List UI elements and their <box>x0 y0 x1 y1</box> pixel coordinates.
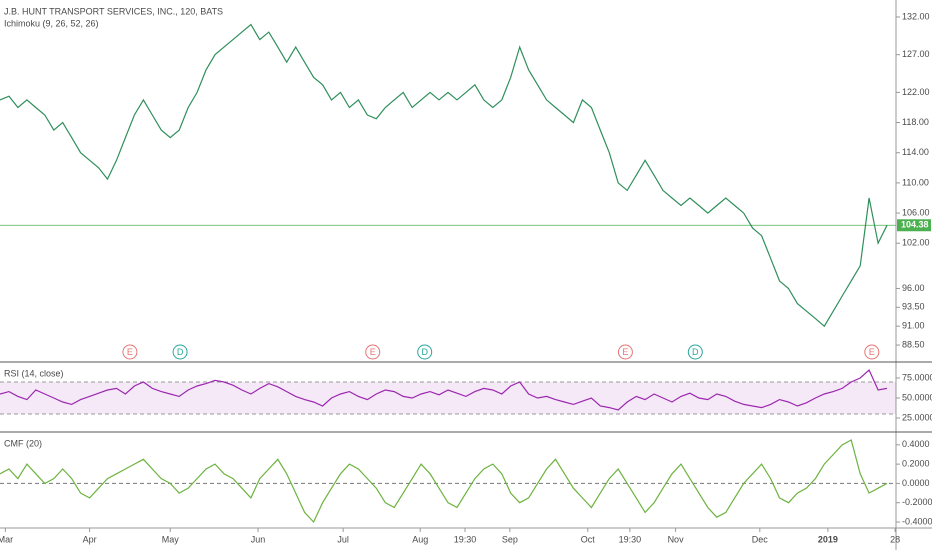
y-tick-label: 102.00 <box>902 238 930 248</box>
rsi-band <box>0 382 896 414</box>
y-tick-label: 0.4000 <box>902 439 930 449</box>
event-badge <box>617 344 633 360</box>
y-tick-label: 0.0000 <box>902 478 930 488</box>
event-badge <box>687 344 703 360</box>
series-line <box>0 439 888 524</box>
y-tick-label: 0.2000 <box>902 459 930 469</box>
event-badge <box>417 344 433 360</box>
x-tick-label: Mar <box>0 534 13 544</box>
x-tick-label: Apr <box>83 534 97 544</box>
last-price-label: 104.38 <box>901 220 929 230</box>
pane-title: CMF (20) <box>4 438 42 448</box>
y-tick-label: 96.00 <box>902 283 925 293</box>
pane-subtitle: Ichimoku (9, 26, 52, 26) <box>4 18 99 28</box>
event-badge <box>172 344 188 360</box>
x-tick-label: May <box>162 534 180 544</box>
y-tick-label: 91.00 <box>902 321 925 331</box>
x-tick-label: Nov <box>668 534 685 544</box>
event-label: D <box>177 347 184 357</box>
x-tick-label: Jul <box>337 534 349 544</box>
y-tick-label: 114.00 <box>902 147 929 157</box>
y-tick-label: 118.00 <box>902 117 929 127</box>
y-tick-label: 122.00 <box>902 87 930 97</box>
x-tick-label: 28 <box>890 534 900 544</box>
y-tick-label: -0.4000 <box>902 516 932 526</box>
y-tick-label: 93.50 <box>902 302 925 312</box>
y-tick-label: 127.00 <box>902 49 930 59</box>
last-price-box <box>897 219 931 232</box>
event-badge <box>122 344 138 360</box>
y-tick-label: 88.50 <box>902 339 925 349</box>
event-label: D <box>692 347 699 357</box>
pane-title: J.B. HUNT TRANSPORT SERVICES, INC., 120,… <box>4 6 223 16</box>
x-tick-label: Jun <box>251 534 266 544</box>
series-line <box>0 369 888 411</box>
x-tick-label: 19:30 <box>619 534 642 544</box>
pane-title: RSI (14, close) <box>4 368 64 378</box>
event-label: D <box>421 347 428 357</box>
y-tick-label: 132.00 <box>902 11 930 21</box>
event-badge <box>864 344 880 360</box>
y-tick-label: 25.0000 <box>902 412 932 422</box>
y-tick-label: 75.0000 <box>902 372 932 382</box>
x-tick-label: 2019 <box>818 534 838 544</box>
event-label: E <box>622 347 628 357</box>
y-tick-label: 110.00 <box>902 177 929 187</box>
x-tick-label: Oct <box>581 534 596 544</box>
event-badge <box>365 344 381 360</box>
y-tick-label: -0.2000 <box>902 497 932 507</box>
y-tick-label: 106.00 <box>902 207 930 217</box>
x-tick-label: 19:30 <box>454 534 477 544</box>
x-tick-label: Dec <box>752 534 769 544</box>
event-label: E <box>370 347 376 357</box>
x-tick-label: Sep <box>502 534 518 544</box>
series-line <box>0 23 888 328</box>
event-label: E <box>869 347 875 357</box>
x-tick-label: Aug <box>412 534 428 544</box>
event-label: E <box>127 347 133 357</box>
y-tick-label: 50.0000 <box>902 392 932 402</box>
